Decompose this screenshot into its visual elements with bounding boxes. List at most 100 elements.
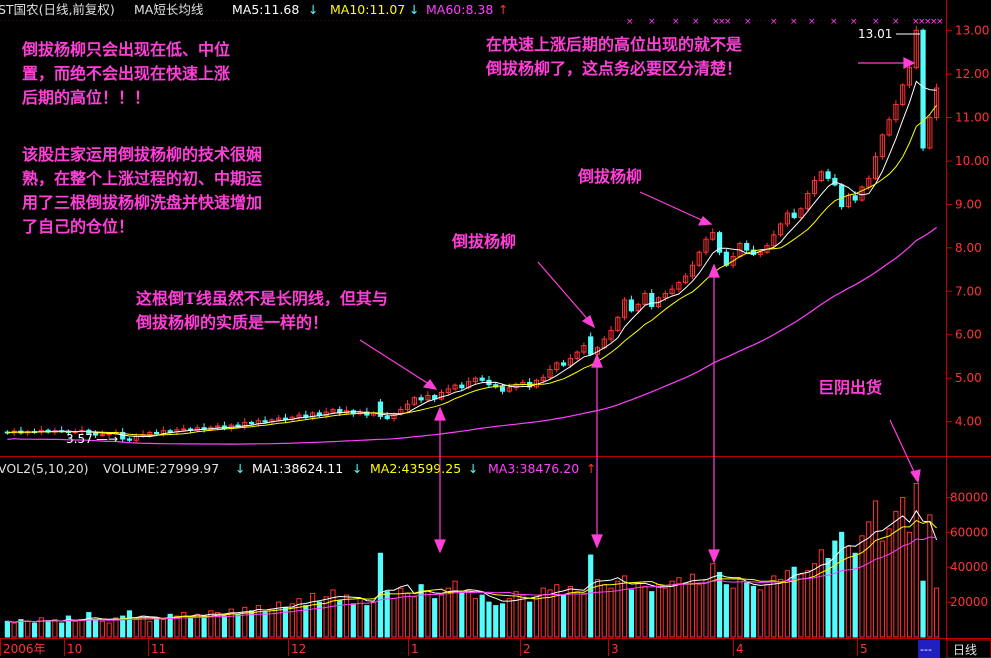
vol-down-arrow: ↓: [235, 461, 245, 476]
volume-bar-down: [86, 612, 92, 638]
signal-x-marker: ×: [692, 17, 700, 27]
note-tline-1: 这根倒T线虽然不是长阴线，但其与: [136, 289, 388, 308]
candle-down: [920, 29, 926, 149]
candle-up: [805, 193, 811, 210]
volume-bar-up: [276, 601, 282, 638]
volume-bar-up: [215, 612, 221, 638]
note-tline-2: 倒拔杨柳的实质是一样的！: [135, 313, 328, 332]
vol-ma1-arrow: ↓: [352, 461, 362, 476]
candle-down: [744, 243, 750, 251]
volume-header: VOL2(5,10,20) VOLUME:27999.97 ↓ MA1:3862…: [0, 461, 596, 476]
candle-up: [99, 434, 105, 437]
price-tick-label: 11.00: [955, 111, 989, 125]
candle-up: [554, 362, 560, 370]
volume-bar-down: [92, 619, 99, 638]
volume-bar-down: [839, 531, 845, 638]
candle-down: [560, 362, 567, 366]
candle-up: [784, 212, 790, 225]
note-left-top-3: 后期的高位！！！: [22, 88, 150, 107]
volume-bar-down: [493, 605, 499, 638]
signal-x-marker: ×: [918, 17, 926, 27]
vol-ma3: MA3:38476.20: [488, 461, 579, 476]
candle-up: [506, 387, 512, 392]
price-tick-label: 5.00: [955, 371, 982, 385]
signal-x-marker: ×: [892, 17, 900, 27]
candle-down: [459, 384, 465, 389]
period-button-bg[interactable]: [946, 639, 991, 658]
volume-bar-up: [404, 592, 411, 638]
volume-bar-down: [4, 620, 10, 638]
period-button[interactable]: 日线: [953, 643, 977, 657]
volume-bar-up: [730, 587, 736, 638]
candle-up: [669, 288, 675, 294]
volume-bar-down: [479, 594, 485, 638]
candle-up: [866, 177, 872, 188]
candle-up: [215, 425, 221, 428]
volume-bar-up: [343, 594, 350, 638]
candle-up: [276, 417, 282, 421]
volume-bar-down: [31, 622, 38, 638]
candle-up: [642, 292, 648, 305]
volume-bar-up: [601, 584, 607, 638]
candle-up: [811, 180, 818, 195]
candle-up: [615, 316, 621, 331]
volume-bar-up: [696, 584, 702, 638]
candle-up: [913, 29, 919, 69]
more-button[interactable]: ---: [920, 643, 932, 656]
note-left-mid-3: 用了三根倒拔杨柳洗盘并快速增加: [22, 193, 262, 212]
volume-bar-up: [330, 589, 336, 638]
volume-bar-down: [126, 610, 133, 638]
candle-down: [479, 377, 485, 381]
volume-bar-up: [655, 584, 662, 638]
header-ma-label: MA短长均线: [134, 2, 204, 17]
candle-up: [872, 156, 879, 179]
volume-bar-up: [703, 578, 709, 638]
signal-x-marker: ×: [626, 17, 634, 27]
note-left-mid-1: 该股庄家运用倒拔杨柳的技术很娴: [22, 145, 262, 164]
volume-bar-up: [113, 617, 119, 638]
date-tick-label: 5: [860, 642, 868, 656]
volume-bar-down: [59, 622, 65, 638]
volume-bar-up: [296, 598, 302, 638]
candle-up: [445, 388, 451, 393]
candlesticks: [4, 25, 940, 444]
price-tick-label: 12.00: [955, 67, 989, 81]
volume-bar-up: [927, 514, 933, 638]
signal-x-marker: ×: [924, 17, 932, 27]
candle-up: [710, 232, 716, 240]
header-ma5: MA5:11.68: [232, 2, 299, 17]
date-tick-label: 3: [611, 642, 619, 656]
volume-bar-up: [181, 612, 187, 638]
volume-bar-up: [886, 528, 892, 638]
vol-ma2: MA2:43599.25: [370, 461, 461, 476]
volume-bar-down: [649, 591, 655, 638]
header-title: ST国农(日线,前复权): [0, 2, 115, 17]
volume-bar-up: [133, 619, 139, 638]
volume-bar-down: [499, 603, 506, 638]
date-tick-label: 10: [67, 642, 82, 656]
signal-x-marker: ×: [718, 17, 726, 27]
volume-bar-up: [452, 580, 458, 638]
candle-up: [472, 377, 478, 383]
candle-up: [900, 84, 906, 106]
volume-bar-down: [364, 605, 370, 638]
high-price-marker: 13.01: [858, 27, 892, 41]
candle-up: [147, 431, 153, 436]
candle-down: [852, 195, 858, 201]
volume-bar-down: [201, 615, 207, 638]
candle-up: [513, 383, 519, 389]
more-button-bg[interactable]: [918, 640, 940, 658]
volume-bar-up: [764, 584, 770, 638]
candle-up: [452, 384, 458, 390]
candle-up: [893, 104, 899, 121]
volume-ma-lines: [7, 509, 938, 623]
candle-up: [879, 134, 885, 158]
volume-bar-down: [486, 601, 492, 638]
volume-bar-up: [635, 582, 641, 638]
volume-bar-up: [893, 510, 899, 638]
candle-down: [499, 386, 506, 392]
volume-bar-up: [859, 535, 865, 638]
volume-bar-up: [208, 610, 214, 638]
candle-down: [262, 420, 268, 423]
